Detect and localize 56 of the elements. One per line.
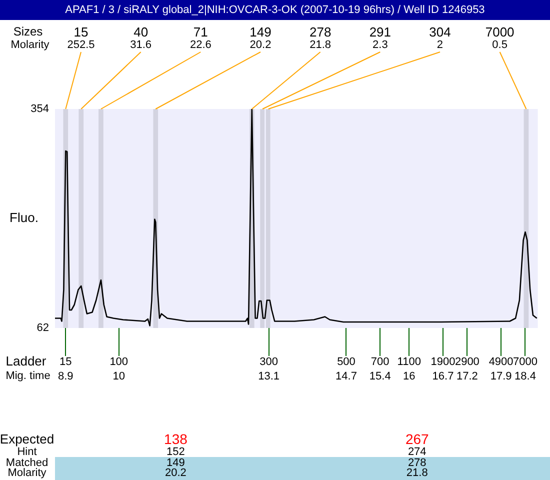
text: 7000: [513, 356, 538, 368]
x-tick-label: 18.4: [514, 370, 536, 383]
y-axis-title: Fluo.: [10, 210, 38, 226]
x-tick-label: 16: [403, 370, 416, 383]
band-label: 7000: [485, 24, 514, 40]
text: 21.8: [406, 467, 428, 480]
text: 149: [166, 457, 185, 470]
annotation: 2.3: [372, 39, 388, 52]
x-tick-label: 15.4: [369, 370, 391, 383]
text: 1100: [397, 356, 421, 368]
text: Molarity: [10, 39, 50, 52]
band-label: 71: [193, 24, 208, 40]
text: Hint: [17, 446, 37, 458]
band-label: 304: [429, 24, 451, 40]
text: 500: [337, 356, 356, 368]
band-label: 15: [74, 24, 88, 40]
annotation: 0.5: [492, 39, 508, 52]
x-tick-label: 14.7: [336, 370, 357, 383]
annotation: 22.6: [190, 39, 212, 52]
annotation: 2: [436, 39, 444, 52]
text: 300: [260, 356, 278, 368]
text: 2900: [454, 356, 480, 368]
text: 20.2: [164, 467, 186, 480]
text: 15: [60, 356, 72, 368]
text: 138: [164, 430, 188, 447]
text: 1900: [430, 356, 456, 368]
text: 267: [405, 430, 430, 447]
x-tick-label: 17.2: [456, 370, 478, 383]
annotation: 252.5: [67, 39, 95, 52]
x-tick-label: 16.7: [432, 370, 454, 383]
text: 274: [408, 446, 426, 458]
text: 4900: [488, 356, 514, 368]
annotation: 20.2: [250, 39, 272, 52]
y-tick-label: 354: [30, 103, 49, 116]
text: 152: [166, 446, 185, 458]
chart-title: APAF1 / 3 / siRALY global_2|NIH:OVCAR-3-OK (2007-10-19 96hrs) / Well ID 1246953: [0, 0, 550, 20]
text: Mig. time: [6, 370, 50, 382]
annotation: 21.8: [310, 39, 332, 52]
x-tick-label: 10: [112, 370, 125, 383]
x-tick-label: 13.1: [258, 370, 280, 383]
band-label: 291: [369, 24, 392, 40]
band-label: 278: [309, 24, 332, 40]
annotation: 31.6: [130, 39, 152, 52]
text: Ladder: [6, 354, 47, 369]
text: Molarity: [8, 467, 47, 480]
text: 100: [110, 356, 128, 368]
y-tick-label: 62: [36, 322, 49, 334]
text: Expected: [0, 432, 54, 447]
x-tick-label: 17.9: [490, 370, 512, 383]
band-label: 149: [250, 24, 272, 40]
text: Matched: [6, 457, 48, 470]
text: 700: [370, 356, 390, 368]
x-tick-label: 8.9: [58, 370, 74, 383]
text: Sizes: [13, 24, 43, 38]
band-label: 40: [134, 24, 148, 40]
text: 278: [408, 457, 426, 470]
